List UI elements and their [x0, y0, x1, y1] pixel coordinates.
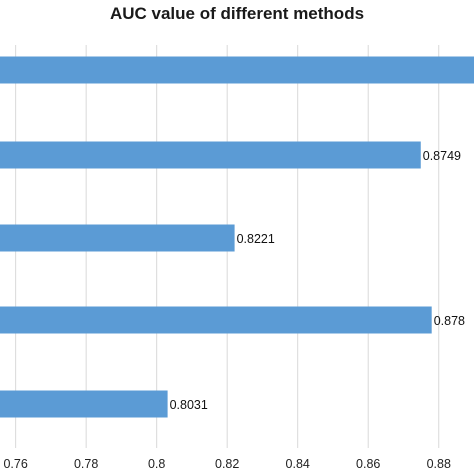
data-labels: 0.8749 0.8221 0.878 0.8031	[170, 149, 465, 412]
x-tick-label: 0.76	[3, 457, 27, 471]
x-axis-ticks: 0.76 0.78 0.8 0.82 0.84 0.86 0.88	[3, 457, 450, 471]
bar-3	[0, 224, 235, 252]
x-tick-label: 0.84	[286, 457, 310, 471]
bar-1	[0, 56, 474, 84]
data-label-3: 0.8221	[237, 232, 275, 246]
data-label-4: 0.878	[434, 314, 465, 328]
data-label-2: 0.8749	[423, 149, 461, 163]
bars	[0, 56, 474, 418]
x-tick-label: 0.78	[74, 457, 98, 471]
chart-title: AUC value of different methods	[109, 4, 365, 23]
x-tick-label: 0.88	[427, 457, 451, 471]
bar-5	[0, 390, 168, 418]
x-tick-label: 0.82	[215, 457, 239, 471]
bar-2	[0, 141, 421, 169]
x-tick-label: 0.86	[356, 457, 380, 471]
bar-4	[0, 306, 432, 334]
x-tick-label: 0.8	[148, 457, 165, 471]
data-label-5: 0.8031	[170, 398, 208, 412]
